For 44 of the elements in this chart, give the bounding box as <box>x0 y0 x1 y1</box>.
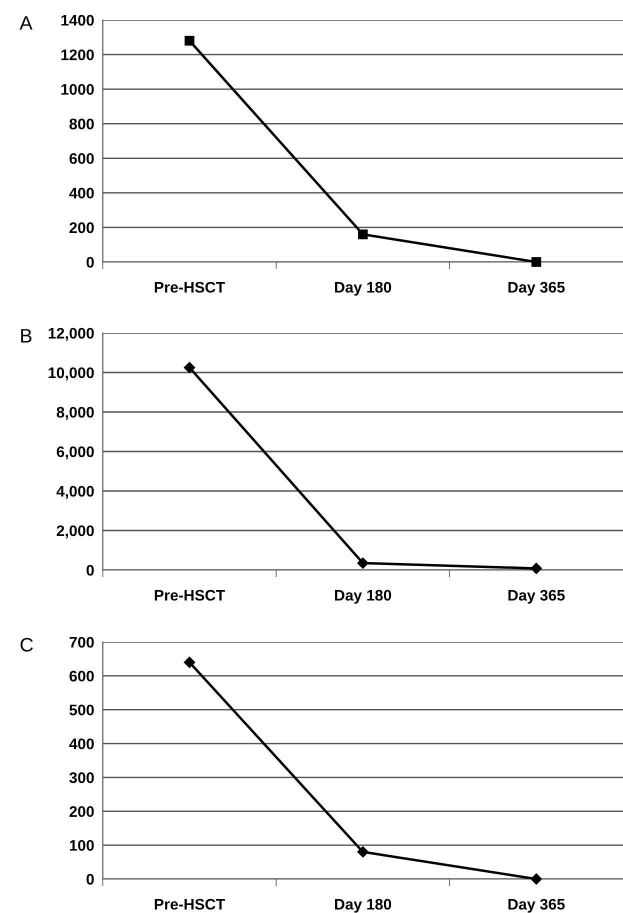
x-tick-label: Pre-HSCT <box>154 898 225 910</box>
y-tick-label: 12,000 <box>48 328 94 341</box>
point <box>184 656 196 668</box>
x-tick-label: Day 180 <box>335 590 392 604</box>
y-tick-label: 200 <box>70 806 94 817</box>
y-tick-label: 0 <box>86 564 94 576</box>
y-tick-label: 400 <box>69 738 94 750</box>
y-tick-label: 1000 <box>61 84 94 95</box>
chart-title: A <box>20 16 32 30</box>
y-tick-label: 6,000 <box>56 446 94 460</box>
y-tick-label: 200 <box>70 222 94 234</box>
point <box>531 257 542 267</box>
y-tick-label: 800 <box>69 118 94 130</box>
y-tick-label: 700 <box>70 636 94 648</box>
y-tick-label: 1400 <box>61 14 94 26</box>
chart-title: C <box>20 638 33 652</box>
x-tick-label: Day 365 <box>508 898 565 913</box>
point <box>357 557 369 569</box>
x-tick-label: Pre-HSCT <box>154 590 225 601</box>
x-tick-label: Day 365 <box>508 282 565 296</box>
chart-title: B <box>21 329 32 342</box>
y-tick-label: 4,000 <box>56 486 94 499</box>
x-tick-label: Pre-HSCT <box>154 282 225 293</box>
point <box>357 846 369 858</box>
y-tick-label: 0 <box>86 256 94 268</box>
x-tick-label: Day 180 <box>335 282 392 296</box>
y-tick-label: 0 <box>86 874 94 885</box>
y-tick-label: 8,000 <box>56 406 94 420</box>
point <box>184 362 196 374</box>
y-tick-label: 2,000 <box>56 525 94 538</box>
y-tick-label: 1200 <box>61 49 94 60</box>
x-tick-label: Day 365 <box>508 590 565 604</box>
point <box>530 562 542 574</box>
y-tick-label: 10,000 <box>48 367 94 380</box>
point <box>530 873 542 885</box>
y-tick-label: 600 <box>70 670 94 682</box>
y-tick-label: 400 <box>69 188 94 199</box>
x-tick-label: Day 180 <box>335 898 392 913</box>
y-tick-label: 500 <box>69 704 94 716</box>
point <box>184 36 194 46</box>
y-tick-label: 600 <box>70 153 94 164</box>
point <box>358 229 368 240</box>
y-tick-label: 100 <box>70 840 94 851</box>
y-tick-label: 300 <box>69 772 94 784</box>
